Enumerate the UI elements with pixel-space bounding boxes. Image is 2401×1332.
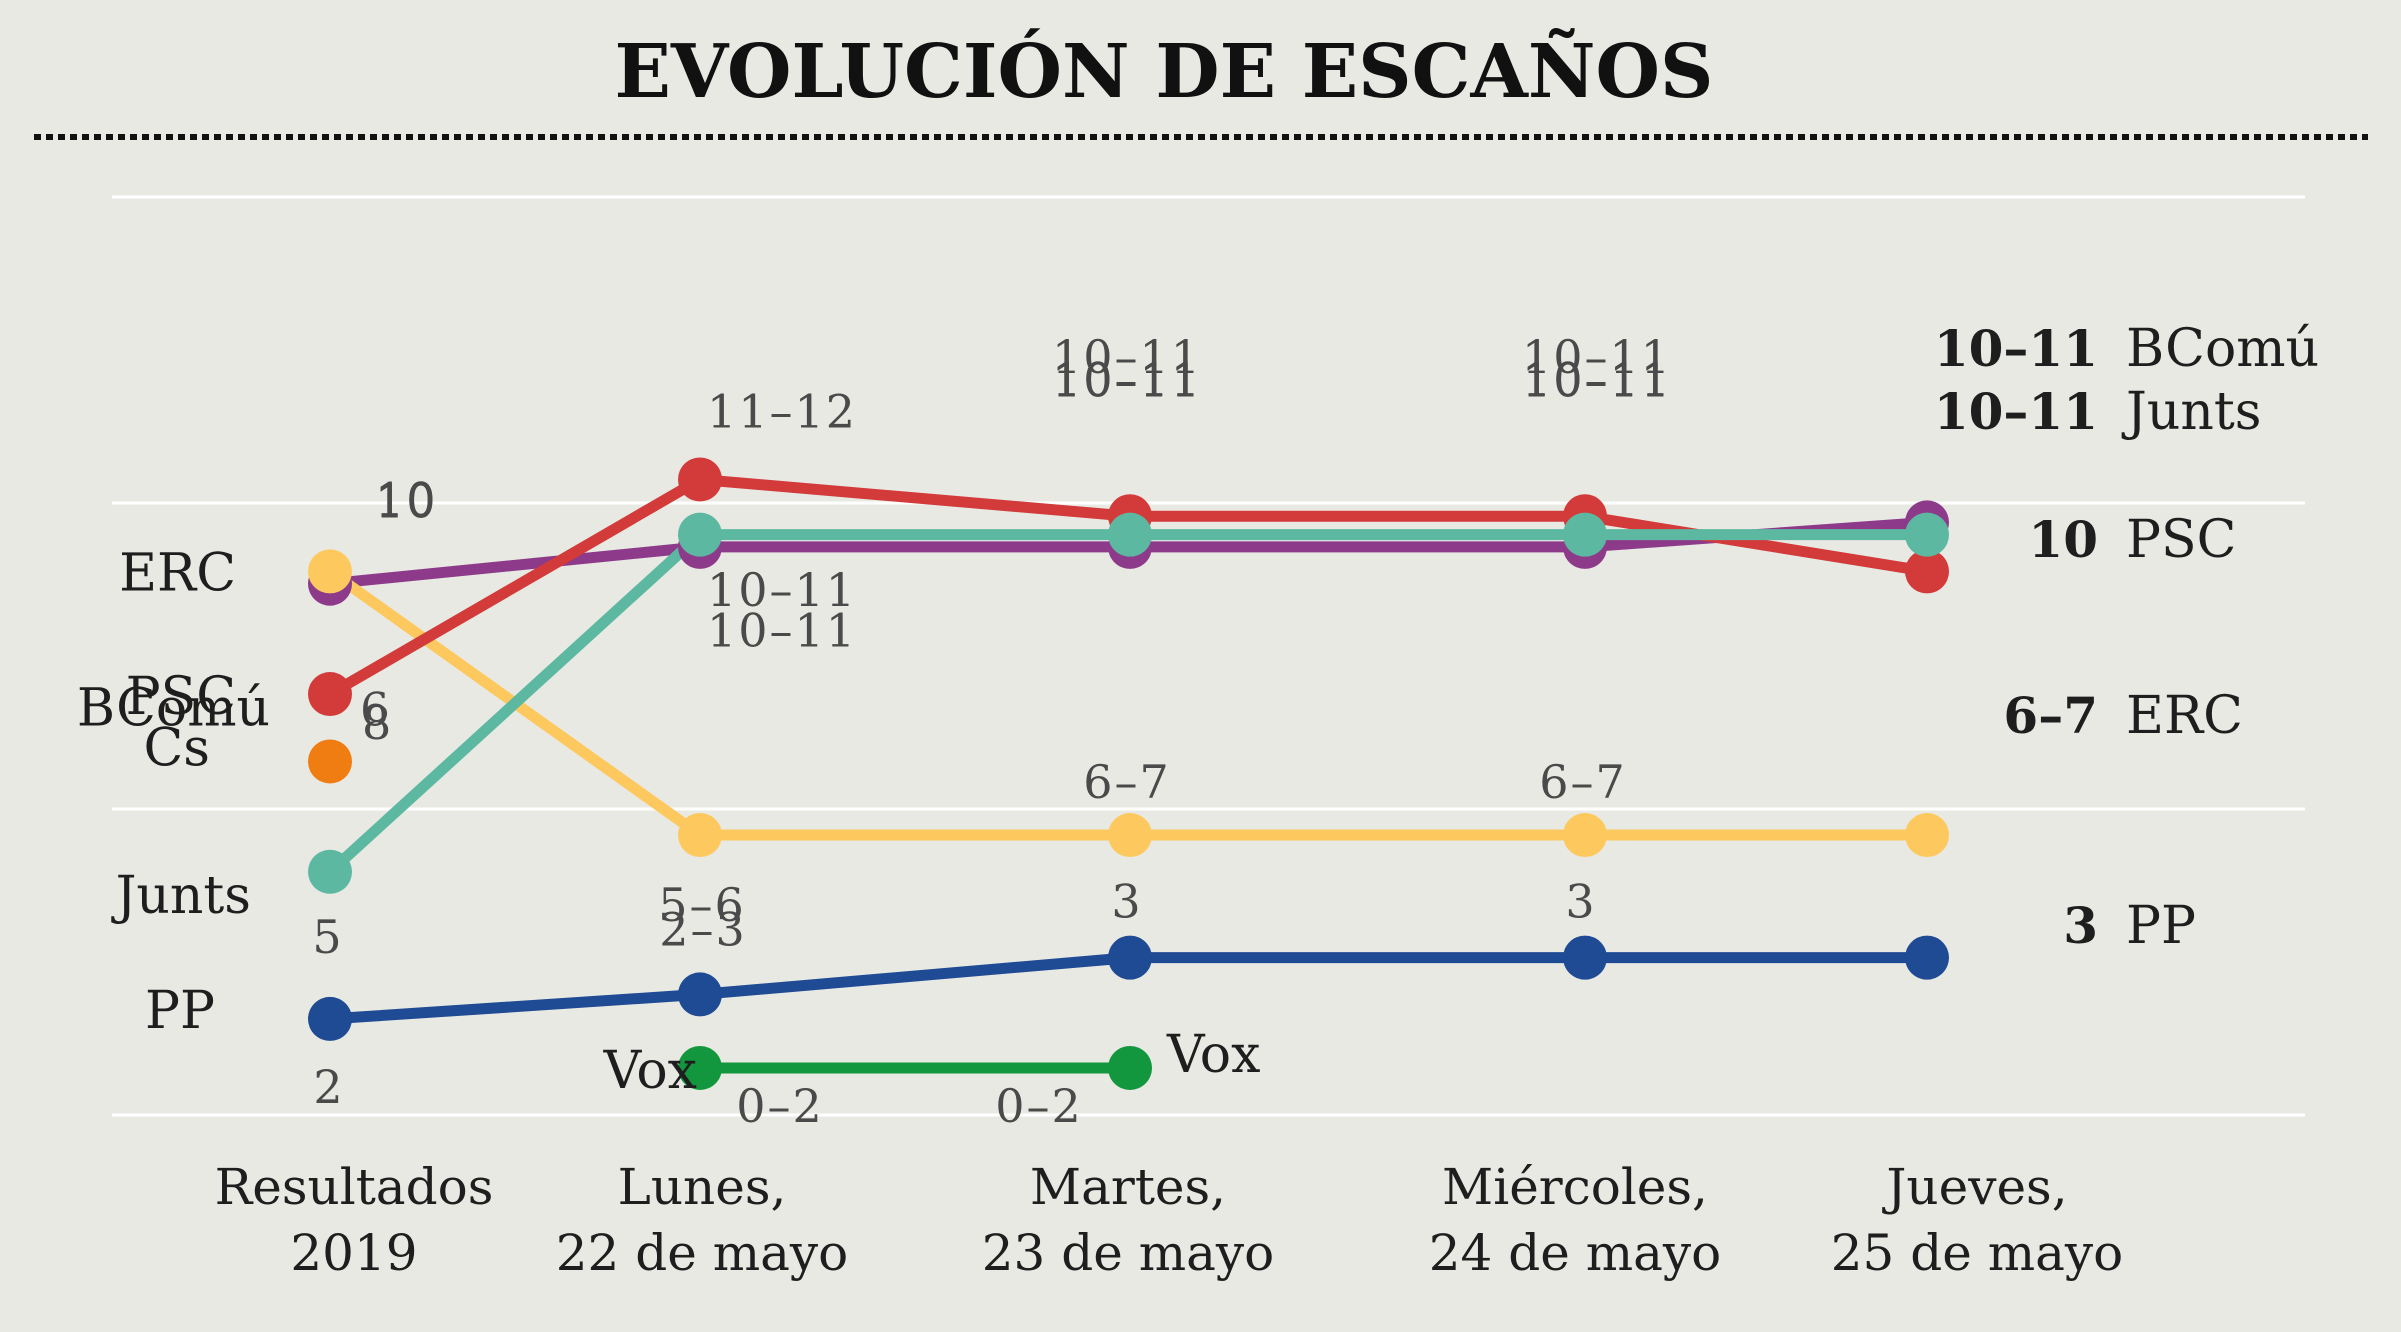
point-erc-3: [1563, 813, 1607, 858]
value-label-bcomu-1: 10–11: [707, 563, 857, 617]
point-psc-4: [1905, 549, 1949, 594]
value-label-bcomu-3: 10–11: [1522, 330, 1672, 384]
point-erc-0: [308, 549, 352, 594]
value-label-psc-2: 10–11: [1052, 352, 1202, 406]
x-tick-2-0: Martes,: [1030, 1158, 1226, 1216]
value-label-junts-0: 5: [312, 910, 343, 964]
value-label-erc-2: 6–7: [1083, 755, 1171, 809]
end-label-bcomu: BComú: [2126, 319, 2319, 379]
value-label-bcomu-2: 10–11: [1052, 330, 1202, 384]
point-pp-4: [1905, 935, 1949, 980]
x-tick-3-0: Miércoles,: [1442, 1158, 1708, 1216]
start-label-junts: Junts: [111, 866, 251, 926]
point-vox-1: [678, 1045, 722, 1090]
value-label-vox-2: 0–2: [995, 1079, 1083, 1133]
value-label-cs-0: 6: [360, 682, 391, 736]
value-label-vox-1: 0–2: [736, 1079, 824, 1133]
series-points: [308, 457, 1949, 1090]
start-label-cs: Cs: [144, 718, 210, 778]
end-value-bcomu: 10–11: [1934, 319, 2098, 378]
value-label-psc-1: 11–12: [707, 384, 857, 438]
end-value-pp: 3: [2063, 896, 2098, 955]
point-erc-2: [1108, 813, 1152, 858]
value-label-pp-1: 2–3: [659, 902, 747, 956]
x-tick-4-1: 25 de mayo: [1831, 1224, 2124, 1282]
end-label-erc: ERC: [2126, 686, 2243, 746]
value-label-junts-2: 10–11: [1052, 354, 1202, 408]
end-label-psc: PSC: [2126, 510, 2236, 570]
value-label-pp-0: 2: [313, 1060, 344, 1114]
end-value-psc: 10: [2028, 510, 2098, 569]
point-psc-1: [678, 457, 722, 502]
end-label-pp: PP: [2126, 896, 2196, 956]
start-label-vox: Vox: [603, 1041, 697, 1101]
value-label-pp-2: 3: [1111, 875, 1142, 929]
value-label-junts-1: 10–11: [707, 604, 857, 658]
value-label-psc-0: 8: [362, 696, 393, 750]
x-tick-1-1: 22 de mayo: [556, 1224, 849, 1282]
point-pp-3: [1563, 935, 1607, 980]
x-tick-0-0: Resultados: [215, 1158, 494, 1216]
x-tick-2-1: 23 de mayo: [982, 1224, 1275, 1282]
point-pp-1: [678, 972, 722, 1017]
point-junts-4: [1905, 512, 1949, 557]
point-vox-2: [1108, 1045, 1152, 1090]
point-junts-2: [1108, 512, 1152, 557]
end-label-junts: Junts: [2121, 382, 2261, 442]
x-tick-4-0: Jueves,: [1881, 1158, 2067, 1216]
value-label-psc-3: 10–11: [1522, 352, 1672, 406]
x-axis: Resultados 2019 Lunes, 22 de mayo Martes, 23 …: [215, 1158, 2124, 1282]
point-junts-3: [1563, 512, 1607, 557]
point-junts-1: [678, 512, 722, 557]
start-label-bcomu: BComú: [77, 679, 270, 739]
x-tick-0-1: 2019: [290, 1224, 417, 1282]
x-tick-1-0: Lunes,: [618, 1158, 787, 1216]
value-label-erc-1: 5–6: [658, 878, 746, 932]
point-cs-0: [308, 739, 352, 784]
end-value-erc: 6–7: [2003, 686, 2098, 745]
point-pp-0: [308, 996, 352, 1041]
value-label-bcomu-0: 10: [375, 473, 438, 527]
end-label-vox: Vox: [1166, 1025, 1260, 1085]
point-psc-0: [308, 672, 352, 717]
point-erc-1: [678, 813, 722, 858]
point-pp-2: [1108, 935, 1152, 980]
end-value-junts: 10–11: [1934, 382, 2098, 441]
value-label-junts-3: 10–11: [1522, 354, 1672, 408]
point-erc-4: [1905, 813, 1949, 858]
point-junts-0: [308, 849, 352, 894]
start-label-pp: PP: [145, 981, 215, 1041]
value-label-pp-3: 3: [1565, 875, 1596, 929]
chart-title: EVOLUCIÓN DE ESCAÑOS: [615, 27, 1714, 115]
start-label-erc: ERC: [119, 543, 236, 603]
value-label-erc-3: 6–7: [1539, 755, 1627, 809]
x-tick-3-1: 24 de mayo: [1429, 1224, 1722, 1282]
gridlines: [112, 195, 2305, 1117]
start-label-psc: PSC: [126, 667, 236, 727]
value-label-erc-0: 10: [375, 474, 438, 528]
